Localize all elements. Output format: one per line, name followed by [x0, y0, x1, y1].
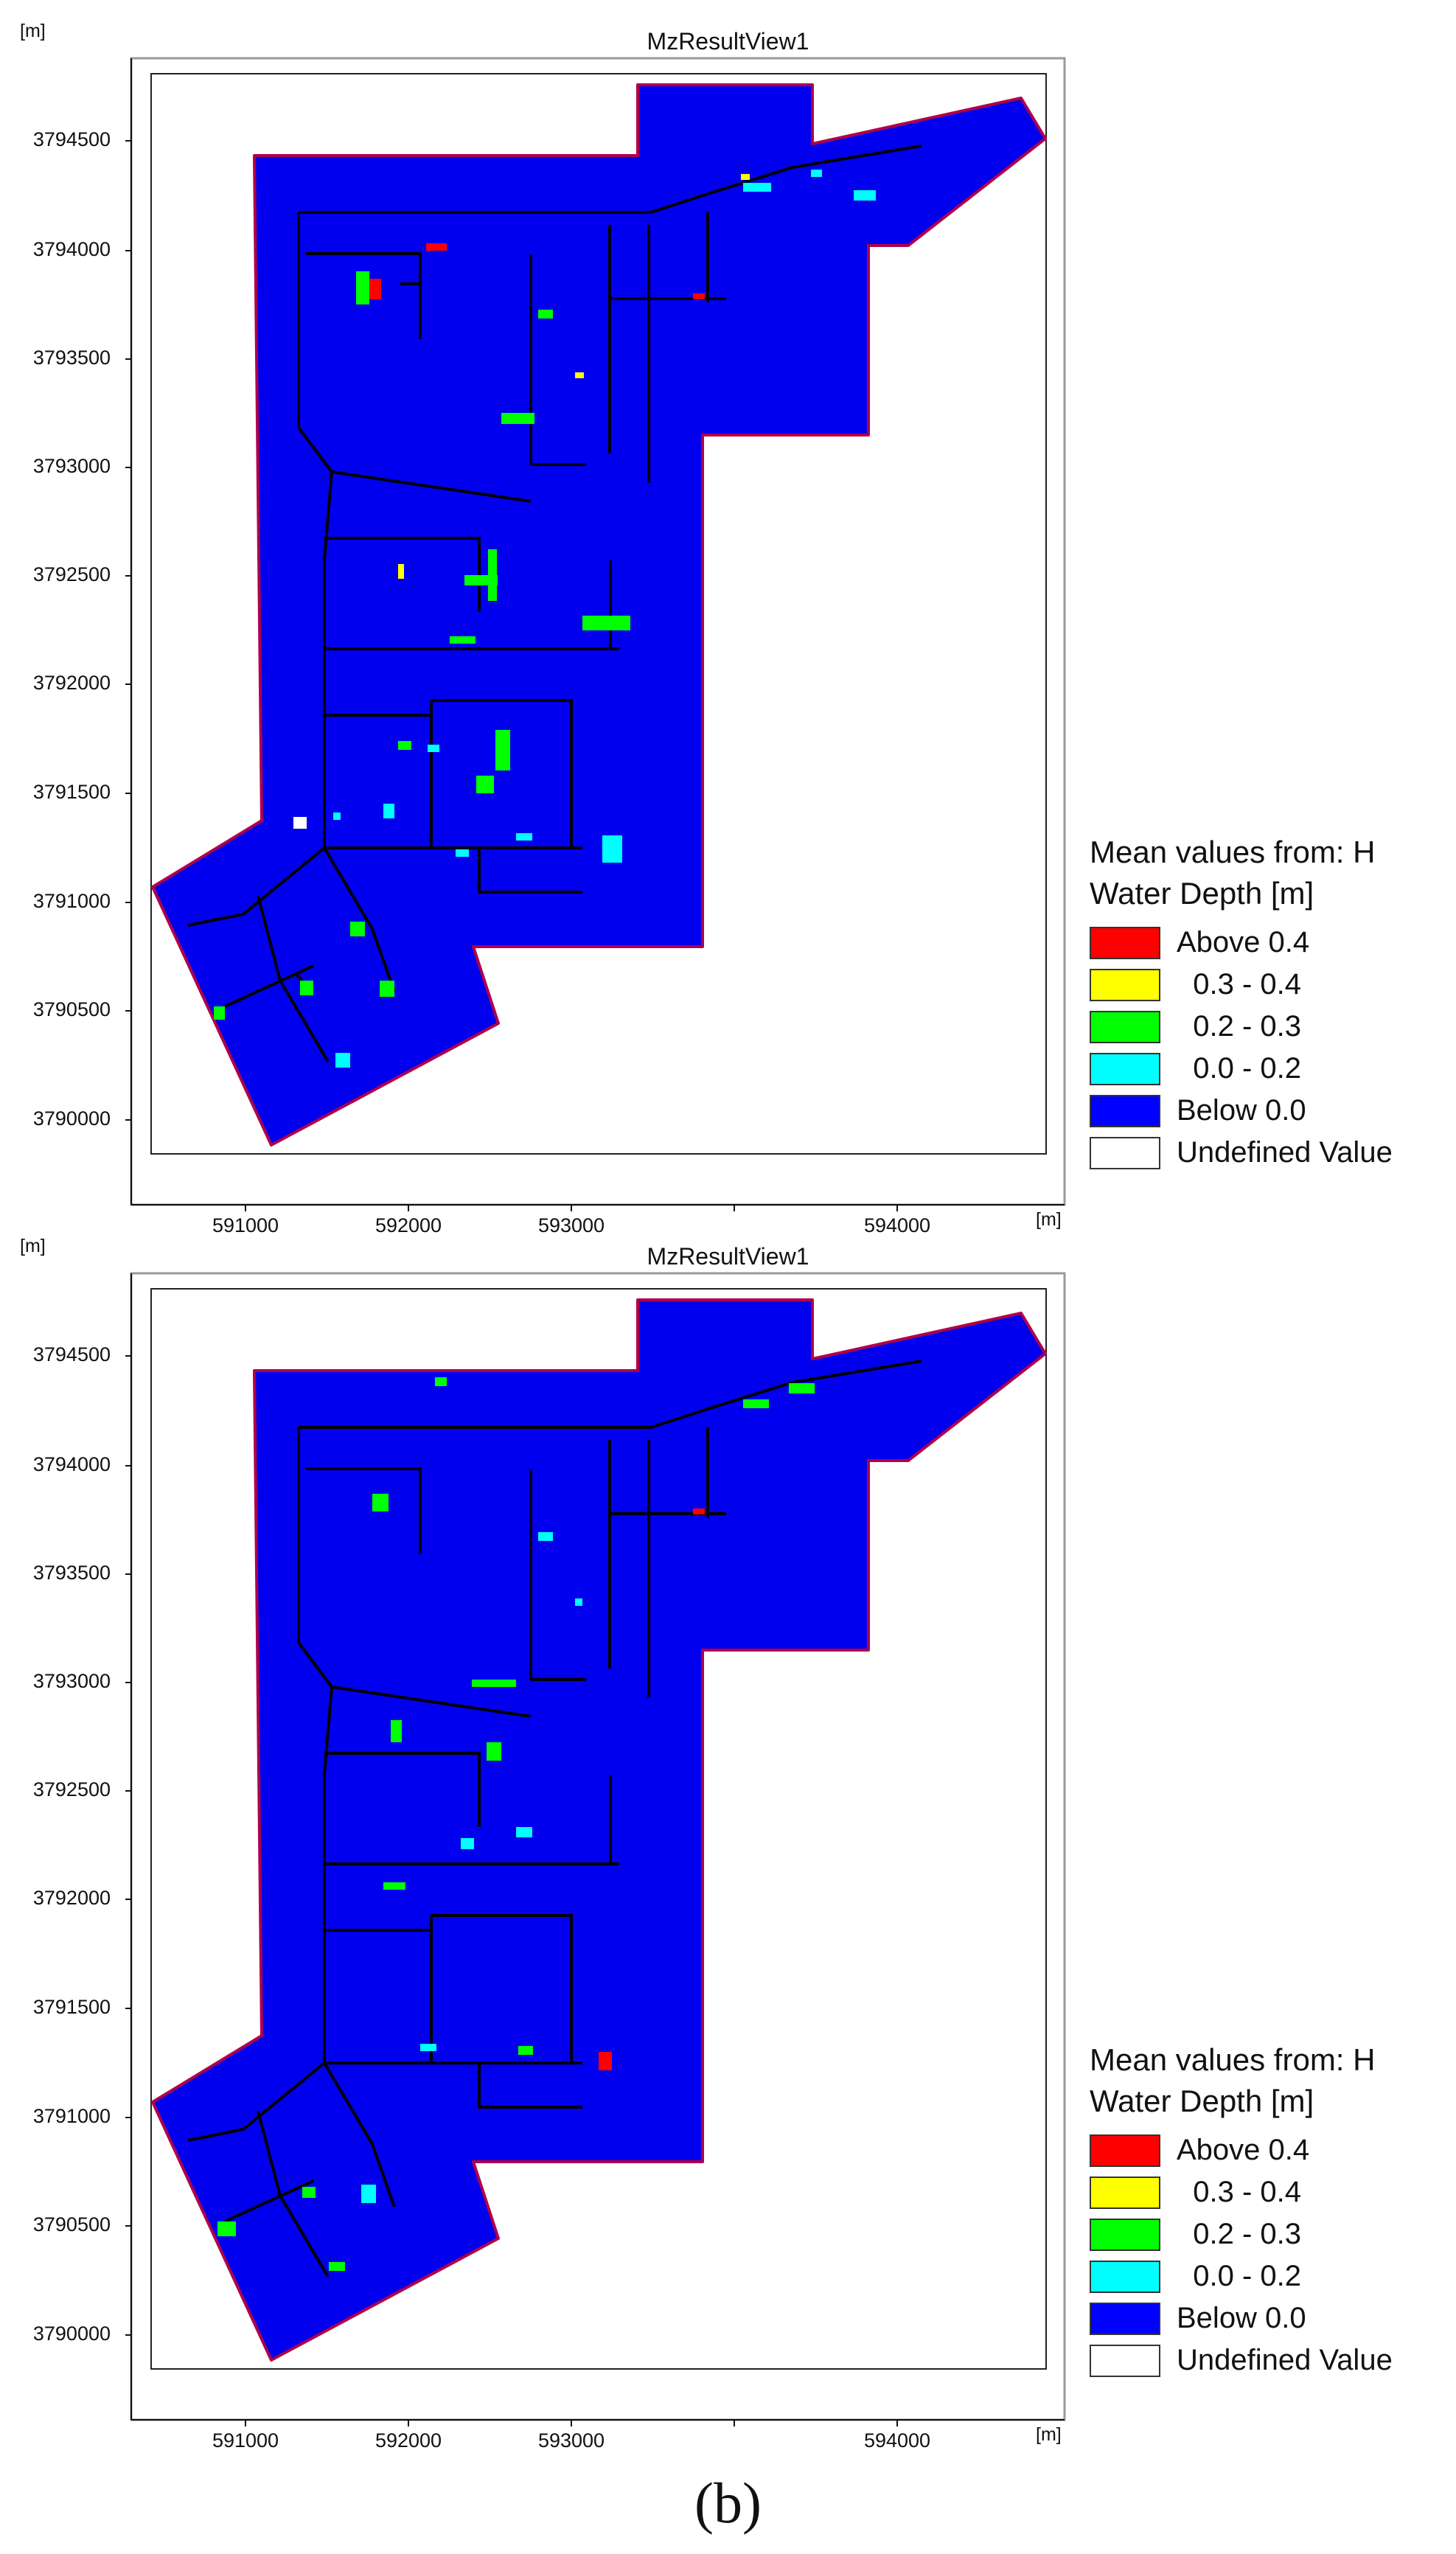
y-tick-label: 3790500: [32, 998, 111, 1020]
map-canvas: [125, 57, 1066, 1211]
y-tick-label: 3792500: [32, 1778, 111, 1800]
map-canvas: [125, 1272, 1066, 2426]
y-tick-label: 3794000: [32, 238, 111, 260]
x-tick-label: 591000: [212, 2429, 279, 2452]
legend-swatch: [1090, 2134, 1160, 2167]
x-axis-unit: [m]: [1036, 2424, 1062, 2445]
y-tick-label: 3792500: [32, 563, 111, 585]
x-tick-label: 592000: [375, 2429, 442, 2452]
legend-label: 0.3 - 0.4: [1177, 968, 1301, 1001]
x-axis-unit: [m]: [1036, 1209, 1062, 1230]
y-axis-unit: [m]: [20, 21, 46, 41]
legend-swatch: [1090, 2302, 1160, 2335]
y-axis-ticks: [125, 1355, 131, 2336]
legend-item: 0.3 - 0.4: [1090, 2171, 1456, 2213]
y-tick-label: 3793500: [32, 347, 111, 369]
y-tick-label: 3793000: [32, 1670, 111, 1692]
legend-swatch: [1090, 2260, 1160, 2293]
y-axis-ticks: [125, 140, 131, 1121]
legend-label: Below 0.0: [1177, 1094, 1306, 1127]
legend-item: 0.2 - 0.3: [1090, 2213, 1456, 2255]
y-tick-label: 3794500: [32, 128, 111, 150]
inundation-patches: [214, 170, 876, 1068]
legend-label: Undefined Value: [1177, 2344, 1393, 2376]
inundation-patches: [217, 1377, 815, 2271]
y-tick-label: 3791000: [32, 890, 111, 912]
legend-label: 0.0 - 0.2: [1177, 2260, 1301, 2292]
y-tick-label: 3794500: [32, 1343, 111, 1365]
legend-item: Below 0.0: [1090, 2297, 1456, 2339]
legend-subheading: Water Depth [m]: [1090, 876, 1314, 911]
y-tick-label: 3791500: [32, 1996, 111, 2018]
legend-swatch: [1090, 968, 1160, 1001]
legend-item: 0.0 - 0.2: [1090, 2255, 1456, 2297]
legend-item: 0.0 - 0.2: [1090, 1048, 1456, 1090]
legend-heading: Mean values from: H: [1090, 835, 1376, 869]
x-tick-label: 592000: [375, 1214, 442, 1236]
legend-swatch: [1090, 1010, 1160, 1043]
legend-item: Undefined Value: [1090, 2339, 1456, 2381]
legend-swatch: [1090, 2176, 1160, 2209]
legend-label: 0.2 - 0.3: [1177, 2218, 1301, 2250]
legend: Mean values from: H Water Depth [m] Abov…: [1090, 2039, 1456, 2381]
legend-heading: Mean values from: H: [1090, 2042, 1376, 2077]
pipe-network: [187, 145, 922, 1063]
figure-caption: (b): [694, 2471, 762, 2535]
x-tick-label: 593000: [537, 2429, 605, 2452]
legend-item: Above 0.4: [1090, 922, 1456, 964]
x-tick-label: 594000: [863, 2429, 931, 2452]
legend-item: Below 0.0: [1090, 1090, 1456, 1132]
legend-subheading: Water Depth [m]: [1090, 2084, 1314, 2118]
legend-label: Above 0.4: [1177, 926, 1310, 958]
result-view-2: [m] MzResultView1 3794500 3794000 379350…: [0, 1215, 1456, 2452]
view-title: MzResultView1: [647, 28, 809, 55]
x-axis-ticks: [245, 2420, 898, 2426]
legend-swatch: [1090, 2218, 1160, 2251]
y-axis-unit: [m]: [20, 1236, 46, 1256]
legend: Mean values from: H Water Depth [m] Abov…: [1090, 832, 1456, 1174]
legend-swatch: [1090, 1136, 1160, 1169]
model-domain: [151, 1298, 1047, 2362]
y-tick-label: 3790500: [32, 2213, 111, 2235]
legend-label: Above 0.4: [1177, 2134, 1310, 2166]
legend-item: 0.2 - 0.3: [1090, 1006, 1456, 1048]
legend-swatch: [1090, 1094, 1160, 1127]
x-axis-ticks: [245, 1205, 898, 1211]
legend-item: Undefined Value: [1090, 1132, 1456, 1174]
view-title: MzResultView1: [647, 1243, 809, 1270]
y-tick-label: 3792000: [32, 1887, 111, 1909]
legend-swatch: [1090, 926, 1160, 959]
result-view-1: [m] MzResultView1 3794500 3794000 379350…: [0, 0, 1456, 1236]
y-tick-label: 3793000: [32, 455, 111, 477]
x-tick-label: 593000: [537, 1214, 605, 1236]
y-tick-label: 3792000: [32, 672, 111, 694]
y-tick-label: 3794000: [32, 1453, 111, 1475]
y-tick-label: 3793500: [32, 1562, 111, 1584]
legend-swatch: [1090, 2344, 1160, 2377]
x-tick-label: 594000: [863, 1214, 931, 1236]
pipe-network: [187, 1360, 922, 2278]
y-tick-label: 3790000: [32, 2322, 111, 2345]
x-tick-label: 591000: [212, 1214, 279, 1236]
legend-label: Undefined Value: [1177, 1136, 1393, 1169]
legend-label: 0.2 - 0.3: [1177, 1010, 1301, 1043]
legend-label: Below 0.0: [1177, 2302, 1306, 2334]
legend-item: 0.3 - 0.4: [1090, 964, 1456, 1006]
model-domain: [151, 83, 1047, 1146]
y-tick-label: 3791000: [32, 2105, 111, 2127]
y-tick-label: 3790000: [32, 1107, 111, 1130]
legend-label: 0.3 - 0.4: [1177, 2176, 1301, 2208]
legend-label: 0.0 - 0.2: [1177, 1052, 1301, 1085]
legend-item: Above 0.4: [1090, 2129, 1456, 2171]
y-tick-label: 3791500: [32, 781, 111, 803]
legend-swatch: [1090, 1052, 1160, 1085]
